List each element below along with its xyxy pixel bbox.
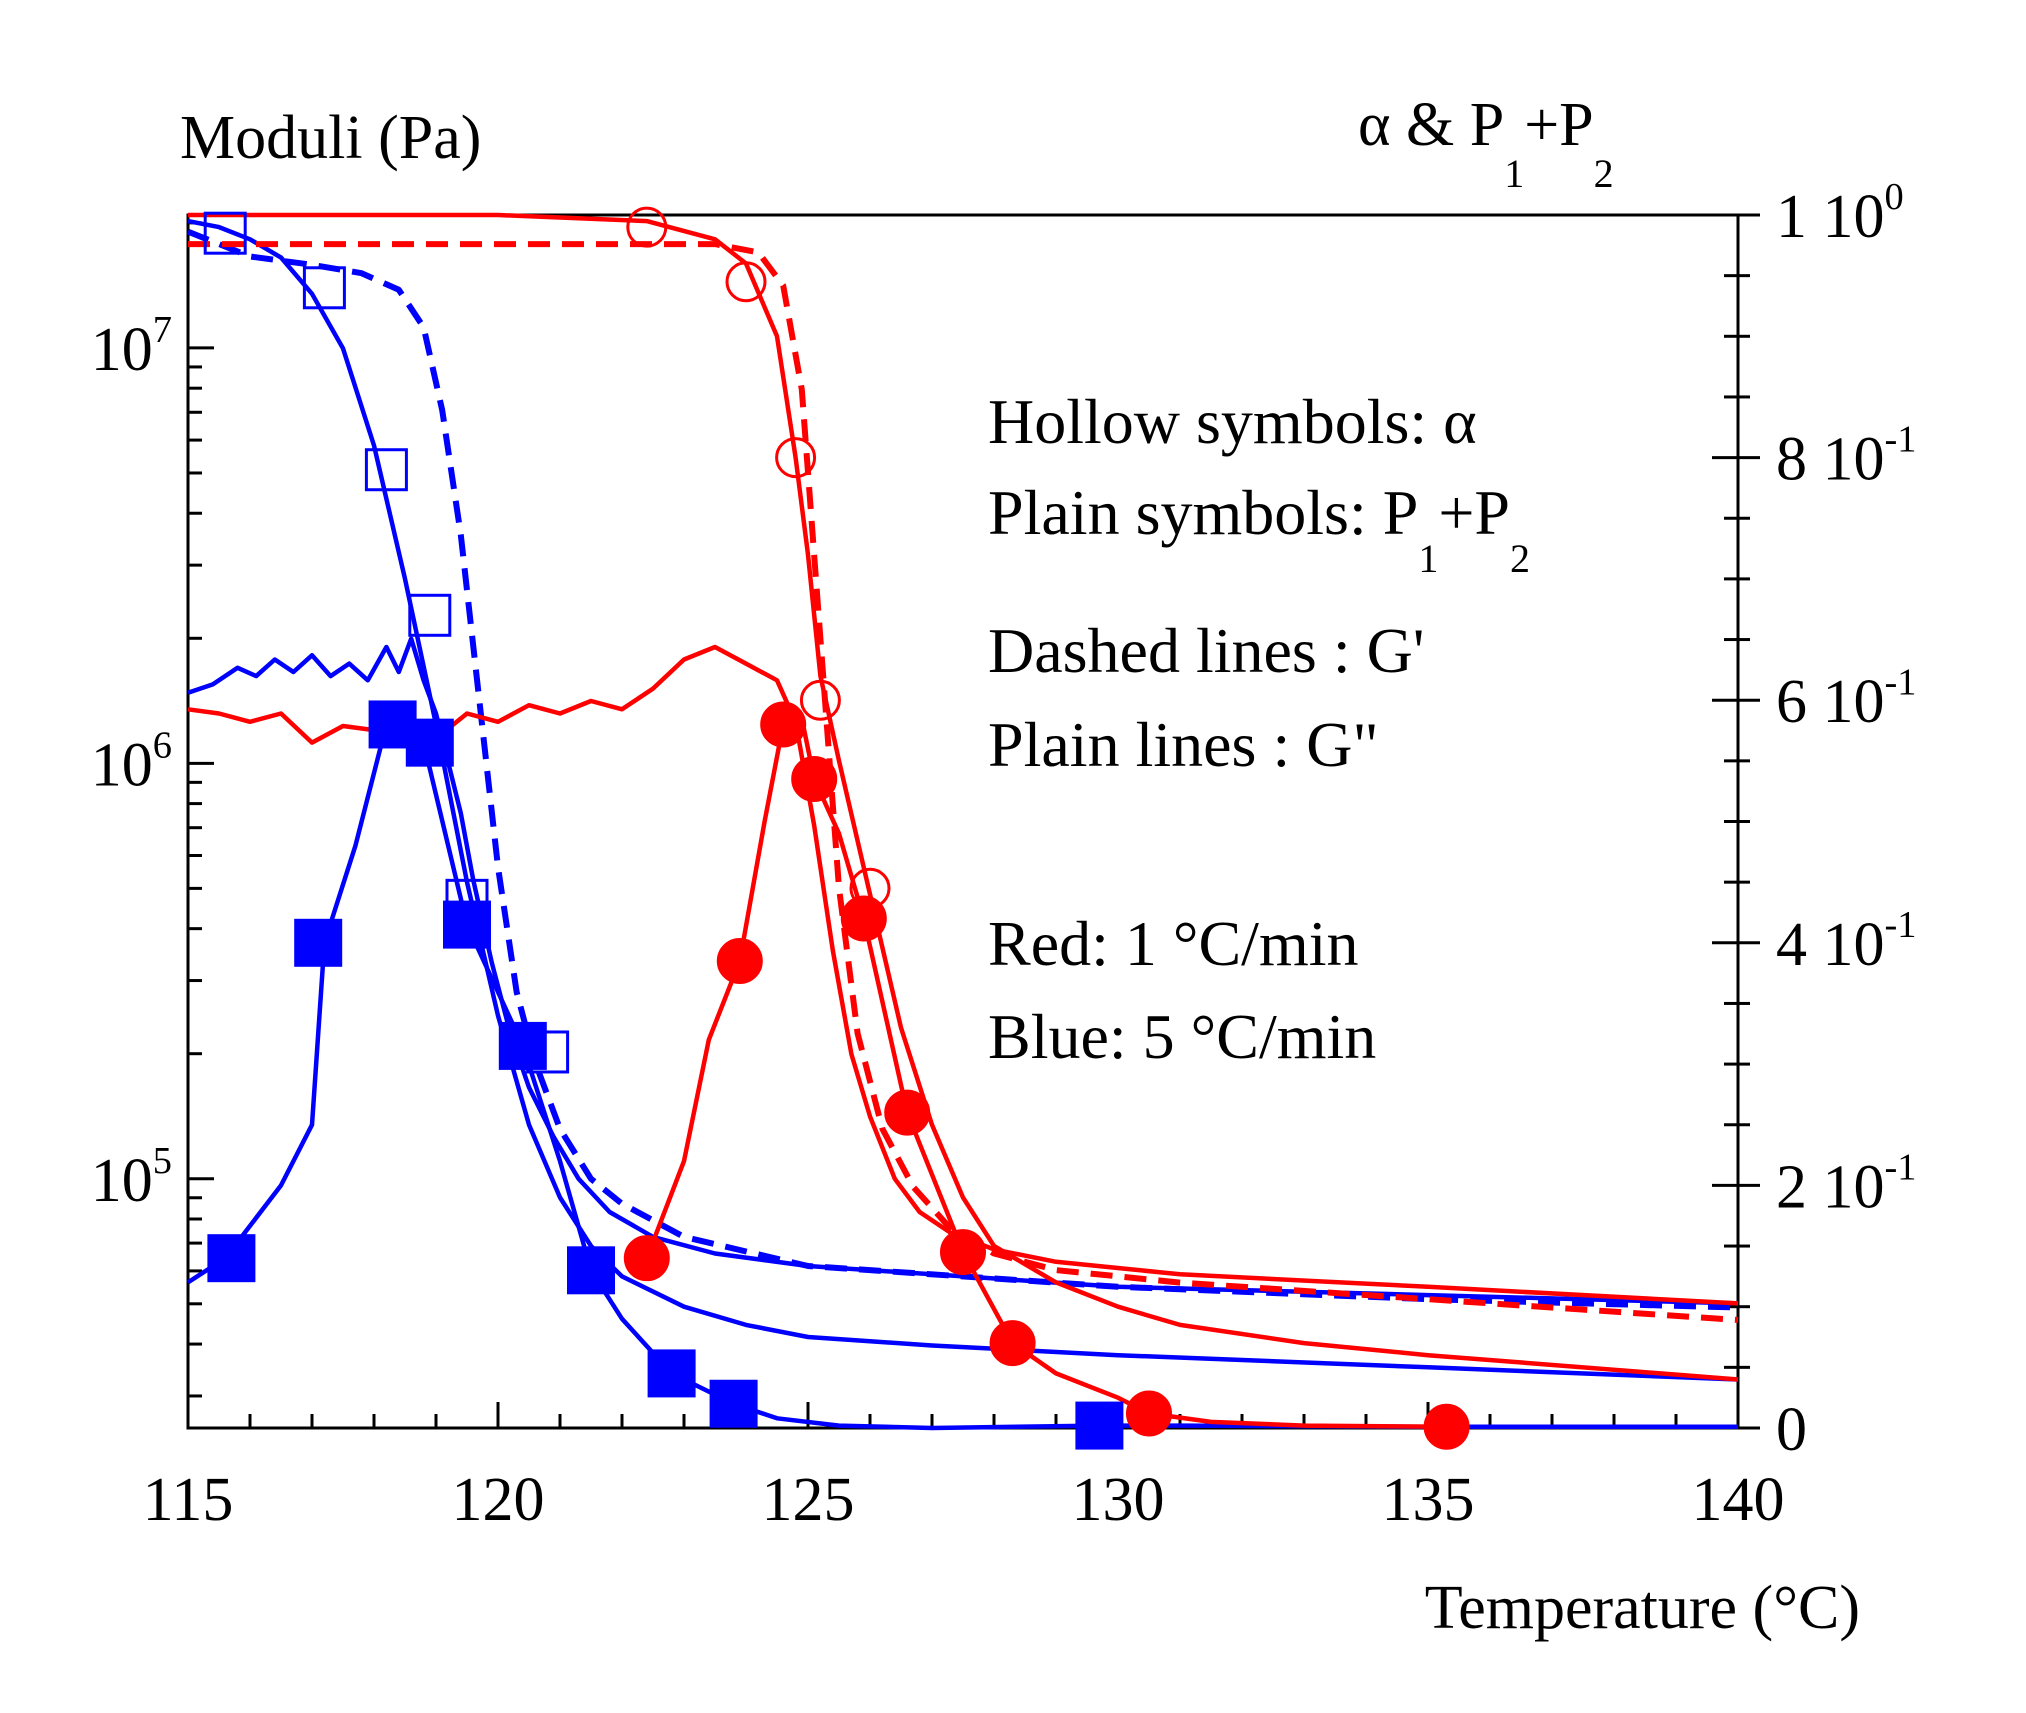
x-tick-label-base: 115 [143,1466,234,1534]
marker-red-p [940,1229,986,1276]
annotation-plain-sub2: 2 [1510,536,1530,581]
legend-annotations: Hollow symbols: α Plain symbols: P1+P2 D… [988,386,1530,1072]
y-right-tick-label-exponent: -1 [1885,1147,1917,1189]
marker-red-alpha [799,679,841,721]
annotation-plain-plus: +P [1438,477,1510,548]
y-right-tick-label-exponent: 0 [1885,176,1904,218]
marker-red-p [840,895,887,942]
x-tick-label: 140 [1692,1466,1785,1534]
x-tick-label: 120 [452,1466,545,1534]
y-right-tick-label-base: 1 10 [1776,183,1885,251]
marker-red-p [989,1320,1036,1367]
marker-blue-alpha [203,211,247,255]
series-line-red-gpp [187,644,1739,1306]
right-axis-title-sub2: 2 [1594,151,1614,196]
y-right-tick-label-exponent: -1 [1885,661,1917,703]
y-right-tick-label: 1 100 [1776,176,1904,251]
series-line-blue-alpha [187,218,1739,1382]
y-right-tick-label-exponent: -1 [1885,904,1917,946]
annotation-dashed: Dashed lines : G' [988,615,1424,686]
y-left-tick-label-exponent: 6 [153,724,172,766]
x-tick-label: 125 [762,1466,855,1534]
x-tick-label-base: 135 [1382,1466,1475,1534]
y-right-tick-label: 4 10-1 [1776,904,1917,979]
y-right-tick-label-base: 0 [1776,1396,1807,1464]
right-axis-title-main: α & P [1358,91,1504,159]
marker-red-p [760,701,807,748]
series-line-red-p [644,716,1447,1430]
y-left-tick-label: 105 [91,1140,172,1215]
annotation-plain-main: Plain symbols: P [988,477,1418,548]
marker-red-alpha [775,437,817,479]
x-tick-label-base: 130 [1072,1466,1165,1534]
y-right-tick-label-exponent: -1 [1885,419,1917,461]
marker-blue-alpha [408,593,452,637]
marker-red-p [623,1235,670,1282]
series-line-red-gp [188,241,1739,1323]
marker-blue-p [443,900,491,949]
right-axis-title-sub1: 1 [1504,151,1524,196]
y-left-tick-label-base: 10 [91,1147,153,1215]
marker-red-p [716,937,763,984]
x-tick-label-base: 140 [1692,1466,1785,1534]
x-tick-label: 115 [143,1466,234,1534]
y-left-tick-label: 106 [91,724,172,799]
marker-blue-p [405,718,454,767]
marker-blue-p [498,1021,547,1070]
marker-blue-p [709,1379,758,1428]
marker-blue-p [1075,1401,1124,1450]
annotation-red: Red: 1 °C/min [988,908,1359,979]
y-right-tick-label-base: 6 10 [1776,668,1885,736]
marker-blue-alpha [302,266,346,310]
y-right-tick-label-base: 4 10 [1776,911,1885,979]
x-tick-label-base: 120 [452,1466,545,1534]
annotation-plain-sub1: 1 [1418,536,1438,581]
y-left-tick-label: 107 [91,309,172,384]
y-right-tick-label: 0 [1776,1396,1807,1464]
marker-red-p [1423,1403,1470,1450]
series-line-red-alpha [188,212,1739,1382]
annotation-hollow: Hollow symbols: α [988,386,1477,457]
marker-red-p [1126,1390,1172,1437]
y-right-tick-label-base: 2 10 [1776,1153,1885,1221]
y-right-tick-label: 8 10-1 [1776,419,1917,494]
y-left-tick-label-exponent: 7 [153,309,172,351]
y-left-tick-label-exponent: 5 [153,1140,172,1182]
marker-blue-alpha [364,448,408,492]
marker-blue-p [647,1349,696,1398]
x-tick-label: 130 [1072,1466,1165,1534]
marker-red-p [791,756,838,803]
x-tick-label-base: 125 [762,1466,855,1534]
y-left-tick-label-base: 10 [91,731,153,799]
y-left-tick-label-base: 10 [91,316,153,384]
annotation-plain: Plain symbols: P1+P2 [988,477,1530,581]
marker-blue-p [294,918,343,967]
series-line-blue-gp [186,228,1739,1311]
annotation-blue: Blue: 5 °C/min [988,1001,1376,1072]
y-right-tick-label-base: 8 10 [1776,426,1885,494]
markers-layer [203,206,1470,1450]
series-line-blue-p [186,722,1738,1431]
x-axis-title: Temperature (°C) [1425,1574,1860,1642]
right-axis-title-plus: +P [1524,91,1593,159]
marker-red-alpha [725,261,767,303]
x-tick-label: 135 [1382,1466,1475,1534]
right-axis-title: α & P1+P2 [1358,91,1614,196]
marker-red-alpha [626,206,668,248]
left-axis-title: Moduli (Pa) [180,104,481,172]
marker-blue-p [207,1234,256,1283]
y-right-tick-label: 2 10-1 [1776,1147,1917,1222]
y-right-tick-label: 6 10-1 [1776,661,1917,736]
marker-blue-p [567,1246,615,1295]
annotation-plain-lines: Plain lines : G" [988,709,1379,780]
marker-red-p [884,1089,931,1136]
